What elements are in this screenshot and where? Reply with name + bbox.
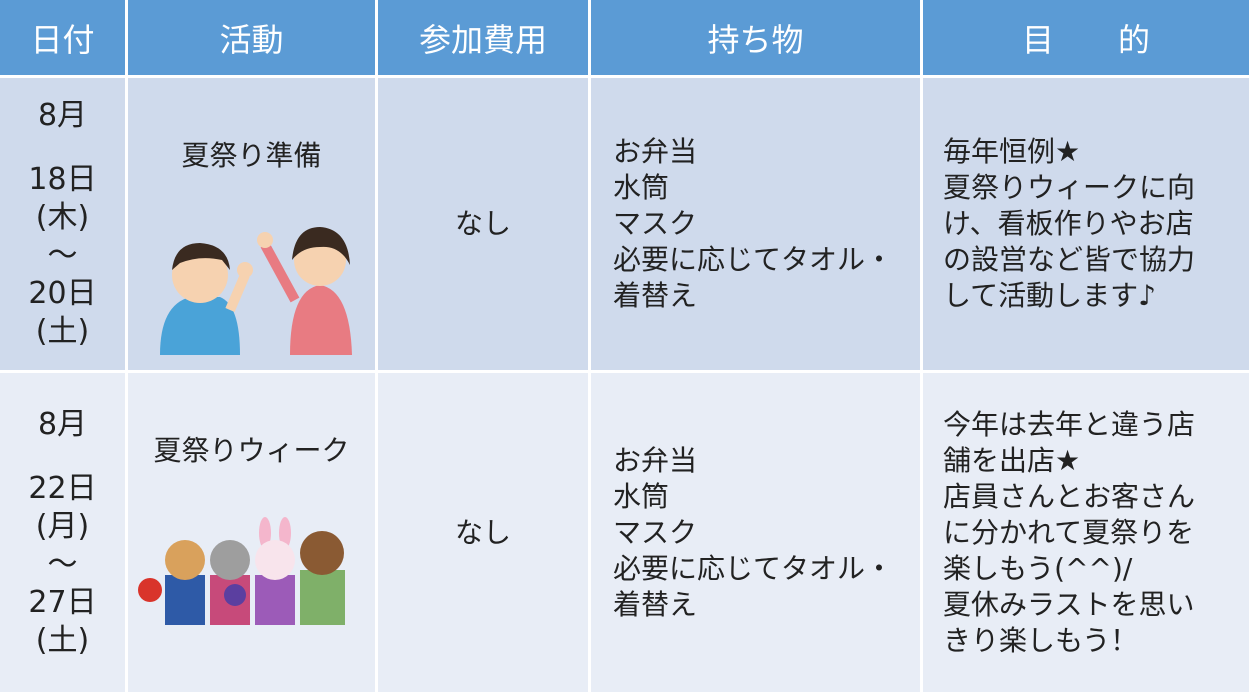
text-line: 店員さんとお客さん [943, 479, 1196, 513]
text-line: 水筒 [613, 479, 670, 513]
text-line: 8月 [37, 98, 88, 133]
text-line: (月) [35, 508, 90, 544]
activity-cell: 夏祭りウィーク [128, 373, 375, 692]
header-cell: 活動 [128, 0, 375, 75]
text-line: 毎年恒例★ [943, 135, 1081, 168]
header-cell: 参加費用 [378, 0, 588, 75]
text-line: マスク [613, 207, 698, 240]
text-line: して活動します♪ [943, 279, 1157, 312]
text-line: に分かれて夏祭りを [943, 515, 1195, 549]
text-line: 〜 [47, 546, 78, 582]
activity: 夏祭り準備 [181, 139, 322, 172]
text-line: 8月 [37, 406, 88, 442]
text-line: 舗を出店★ [943, 443, 1081, 477]
purpose-cell: 毎年恒例★ 夏祭りウィークに向 け、看板作りやお店 の設営など皆で協力 して活動します♪ [923, 78, 1249, 370]
text-line: 着替え [613, 279, 698, 312]
text-line: お弁当 [613, 135, 698, 168]
text-line: 水筒 [613, 171, 670, 204]
text-line: 〜 [47, 238, 78, 273]
cost: なし [454, 207, 511, 240]
cost-cell: なし [378, 373, 588, 692]
text-line: きり楽しもう！ [943, 623, 1139, 657]
kids-illustration [160, 227, 352, 355]
text-line: 夏休みラストを思い [943, 587, 1195, 621]
text-line: 今年は去年と違う店 [943, 407, 1196, 441]
header-cell: 持ち物 [591, 0, 920, 75]
text-line: 着替え [613, 587, 698, 621]
text-line: (土) [35, 622, 90, 658]
text-line: 楽しもう(^^)/ [943, 551, 1133, 585]
date-cell: 8月 22日 (月) 〜 27日 (土) [0, 373, 125, 692]
text-line: 必要に応じてタオル・ [613, 551, 894, 585]
cost-cell: なし [378, 78, 588, 370]
animals-illustration [138, 517, 345, 625]
text-line: お弁当 [613, 443, 698, 477]
text-line: 27日 [28, 584, 97, 620]
text-line: の設営など皆で協力 [943, 243, 1196, 276]
header-cell: 目 的 [923, 0, 1249, 75]
text-line: (土) [35, 314, 90, 349]
date-cell: 8月 18日 (木) 〜 20日 (土) [0, 78, 125, 370]
text-line: 20日 [28, 276, 97, 311]
items-cell: お弁当 水筒 マスク 必要に応じてタオル・ 着替え [591, 78, 920, 370]
text-line: マスク [613, 515, 698, 549]
text-line: 必要に応じてタオル・ [613, 243, 894, 276]
activity: 夏祭りウィーク [153, 434, 350, 467]
text-line: 22日 [28, 470, 97, 506]
text-line: 18日 [28, 162, 97, 197]
header-cell: 日付 [0, 0, 125, 75]
text-line: 夏祭りウィークに向 [943, 171, 1196, 204]
items-cell: お弁当 水筒 マスク 必要に応じてタオル・ 着替え [591, 373, 920, 692]
cost: なし [454, 515, 511, 549]
text-line: け、看板作りやお店 [943, 207, 1194, 240]
text-line: (木) [35, 200, 90, 235]
purpose-cell: 今年は去年と違う店 舗を出店★ 店員さんとお客さん に分かれて夏祭りを 楽しもう(^^)… [923, 373, 1249, 692]
